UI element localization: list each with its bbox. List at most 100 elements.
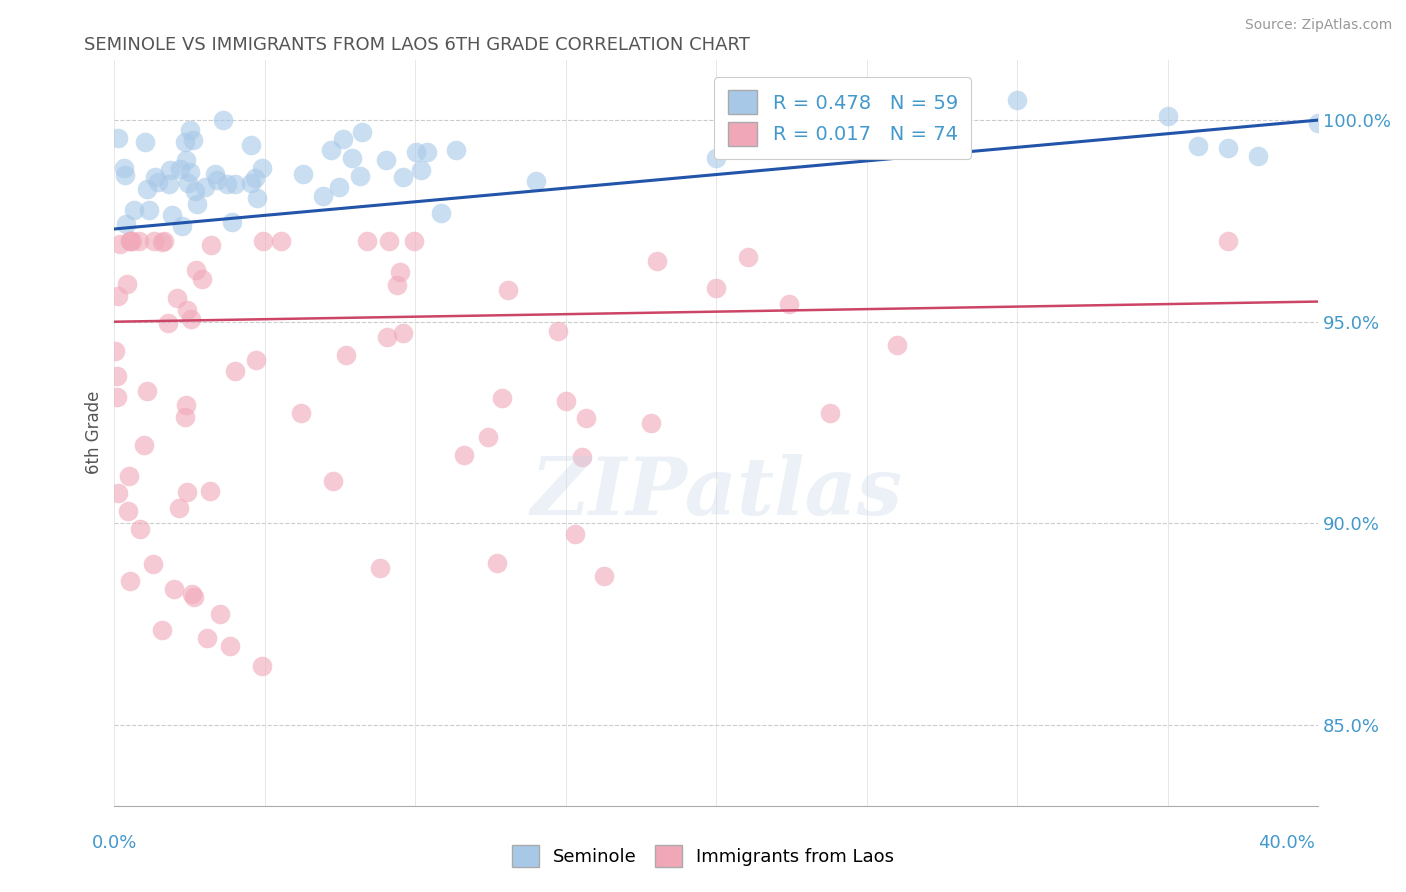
Point bbox=[1216, 234, 1239, 248]
Point bbox=[405, 145, 427, 159]
Point bbox=[350, 125, 373, 139]
Point bbox=[1247, 149, 1270, 163]
Point bbox=[159, 177, 181, 191]
Point bbox=[491, 392, 513, 406]
Point bbox=[335, 348, 357, 362]
Point bbox=[477, 430, 499, 444]
Text: 40.0%: 40.0% bbox=[1258, 834, 1315, 852]
Point bbox=[291, 167, 314, 181]
Point bbox=[250, 161, 273, 176]
Point bbox=[385, 278, 408, 293]
Point bbox=[198, 483, 221, 498]
Point bbox=[105, 390, 128, 404]
Point bbox=[252, 234, 274, 248]
Point bbox=[135, 182, 157, 196]
Point bbox=[575, 410, 598, 425]
Point bbox=[180, 312, 202, 326]
Point bbox=[368, 561, 391, 575]
Point bbox=[818, 406, 841, 420]
Point bbox=[173, 135, 195, 149]
Point bbox=[174, 153, 197, 167]
Point bbox=[498, 284, 520, 298]
Text: Source: ZipAtlas.com: Source: ZipAtlas.com bbox=[1244, 18, 1392, 32]
Point bbox=[645, 254, 668, 268]
Point bbox=[444, 143, 467, 157]
Point bbox=[205, 173, 228, 187]
Point bbox=[224, 364, 246, 378]
Point bbox=[176, 484, 198, 499]
Point bbox=[176, 398, 198, 412]
Point bbox=[349, 169, 371, 183]
Point bbox=[163, 582, 186, 596]
Point bbox=[150, 235, 173, 249]
Point bbox=[112, 161, 135, 175]
Legend: R = 0.478   N = 59, R = 0.017   N = 74: R = 0.478 N = 59, R = 0.017 N = 74 bbox=[714, 77, 972, 160]
Point bbox=[107, 131, 129, 145]
Point bbox=[174, 410, 197, 425]
Point bbox=[146, 175, 169, 189]
Point bbox=[1216, 141, 1239, 155]
Point bbox=[107, 289, 129, 303]
Point bbox=[142, 558, 165, 572]
Point bbox=[117, 503, 139, 517]
Point bbox=[547, 324, 569, 338]
Point bbox=[153, 234, 176, 248]
Point bbox=[104, 344, 127, 359]
Point bbox=[191, 272, 214, 286]
Point bbox=[430, 205, 453, 219]
Point bbox=[166, 292, 188, 306]
Point bbox=[250, 659, 273, 673]
Point bbox=[179, 122, 201, 136]
Point bbox=[246, 191, 269, 205]
Point bbox=[108, 236, 131, 251]
Point bbox=[886, 337, 908, 351]
Point bbox=[212, 112, 235, 127]
Point bbox=[1308, 115, 1330, 129]
Point bbox=[564, 526, 586, 541]
Point bbox=[319, 143, 342, 157]
Point bbox=[374, 153, 396, 167]
Point bbox=[176, 303, 198, 318]
Point bbox=[124, 202, 146, 217]
Point bbox=[328, 179, 350, 194]
Point bbox=[704, 151, 727, 165]
Point bbox=[737, 250, 759, 264]
Text: SEMINOLE VS IMMIGRANTS FROM LAOS 6TH GRADE CORRELATION CHART: SEMINOLE VS IMMIGRANTS FROM LAOS 6TH GRA… bbox=[84, 36, 751, 54]
Point bbox=[1156, 109, 1178, 123]
Point bbox=[453, 448, 475, 462]
Point bbox=[554, 393, 576, 408]
Point bbox=[160, 208, 183, 222]
Point bbox=[332, 132, 354, 146]
Point bbox=[1337, 114, 1360, 128]
Point bbox=[177, 177, 200, 191]
Point bbox=[290, 406, 312, 420]
Point bbox=[375, 329, 398, 343]
Point bbox=[128, 234, 150, 248]
Point bbox=[195, 632, 218, 646]
Point bbox=[118, 574, 141, 589]
Point bbox=[593, 569, 616, 583]
Point bbox=[121, 234, 143, 248]
Legend: Seminole, Immigrants from Laos: Seminole, Immigrants from Laos bbox=[505, 838, 901, 874]
Point bbox=[172, 219, 194, 234]
Point bbox=[245, 353, 267, 368]
Point bbox=[115, 277, 138, 292]
Point bbox=[118, 469, 141, 483]
Point bbox=[219, 639, 242, 653]
Point bbox=[136, 384, 159, 398]
Point bbox=[200, 237, 222, 252]
Point bbox=[143, 234, 166, 248]
Point bbox=[181, 133, 204, 147]
Point bbox=[180, 587, 202, 601]
Point bbox=[107, 486, 129, 500]
Point bbox=[204, 167, 226, 181]
Point bbox=[356, 234, 378, 248]
Point bbox=[152, 624, 174, 638]
Point bbox=[640, 417, 662, 431]
Point bbox=[194, 180, 217, 194]
Point bbox=[312, 189, 335, 203]
Point bbox=[118, 234, 141, 248]
Point bbox=[169, 501, 191, 516]
Point bbox=[115, 217, 138, 231]
Point bbox=[1187, 138, 1209, 153]
